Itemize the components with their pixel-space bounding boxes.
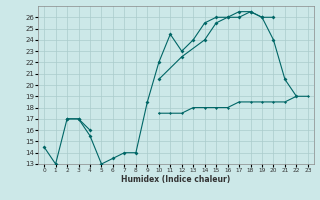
- X-axis label: Humidex (Indice chaleur): Humidex (Indice chaleur): [121, 175, 231, 184]
